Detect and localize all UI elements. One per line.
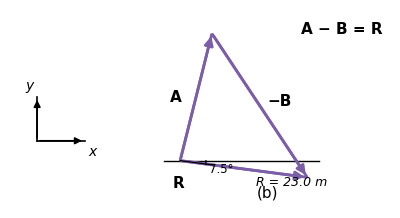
Text: y: y bbox=[25, 79, 33, 93]
Text: 7.5°: 7.5° bbox=[209, 163, 233, 176]
Text: R: R bbox=[172, 176, 184, 191]
Text: −B: −B bbox=[268, 94, 292, 109]
Text: x: x bbox=[89, 145, 97, 159]
Text: A − B = R: A − B = R bbox=[301, 22, 383, 37]
Text: A: A bbox=[170, 90, 182, 105]
Text: (b): (b) bbox=[257, 185, 278, 200]
Text: R = 23.0 m: R = 23.0 m bbox=[256, 176, 327, 189]
